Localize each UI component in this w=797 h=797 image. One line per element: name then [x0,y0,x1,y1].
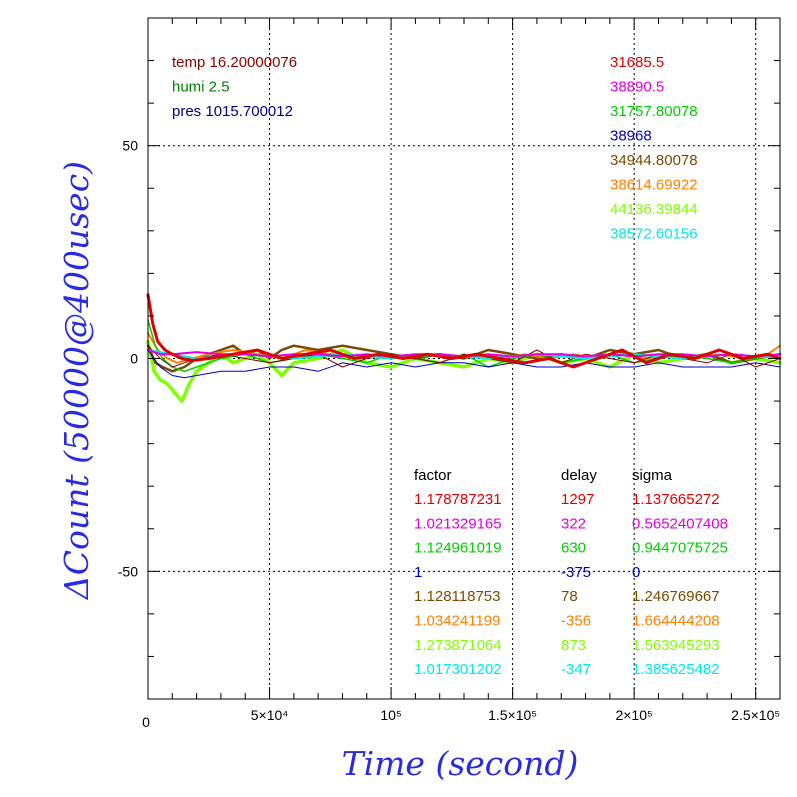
y-tick-label-2: -50 [118,563,138,579]
mean-value-3: 38968 [610,128,652,145]
mean-value-5: 38614.69922 [610,177,698,194]
mean-value-2: 31757.80078 [610,103,698,120]
x-tick-label-1: 5×10⁴ [251,707,289,723]
table-cell-delay: 322 [561,515,586,532]
y-axis-title: ΔCount (50000@400usec) [57,161,96,601]
mean-value-1: 38890.5 [610,79,664,96]
environment-label-0: temp 16.20000076 [172,54,297,71]
table-cell-factor: 1.021329165 [414,515,502,532]
series-line-8 [146,293,782,369]
table-cell-delay: 1297 [561,491,594,508]
mean-value-0: 31685.5 [610,54,664,71]
environment-annotations: temp 16.20000076 humi 2.5 pres 1015.700012 [172,54,297,120]
table-cell-factor: 1.124961019 [414,540,502,557]
table-cell-factor: 1.034241199 [414,613,500,630]
table-cell-delay: 630 [561,540,586,557]
table-cell-factor: 1.178787231 [414,491,502,508]
table-cell-sigma: 0.5652407408 [632,515,728,532]
y-tick-labels: 50 0 -50 [118,138,138,580]
table-cell-sigma: 1.246769667 [632,588,720,605]
table-header-sigma: sigma [632,467,673,484]
table-cell-factor: 1.273871064 [414,637,502,654]
table-cell-delay: -375 [561,564,591,581]
factor-table: factor delay sigma 1.178787231 1297 1.1376652… [414,467,728,678]
mean-value-6: 44136.39844 [610,201,698,218]
table-cell-factor: 1 [414,564,422,581]
x-tick-labels: 0 5×10⁴ 10⁵ 1.5×10⁵ 2×10⁵ 2.5×10⁵ [142,707,780,730]
table-cell-sigma: 1.664444208 [632,613,720,630]
table-cell-sigma: 1.385625482 [632,661,720,678]
y-tick-label-0: 50 [122,138,138,154]
x-tick-label-3: 1.5×10⁵ [488,707,537,723]
table-cell-sigma: 0.9447075725 [632,540,728,557]
table-cell-delay: 78 [561,588,578,605]
mean-values: 31685.5 38890.5 31757.80078 38968 34944.8007… [610,54,698,243]
series-line-3 [147,319,781,373]
x-tick-label-5: 2.5×10⁵ [731,707,780,723]
table-header-delay: delay [561,467,597,484]
environment-label-2: pres 1015.700012 [172,103,293,120]
table-cell-sigma: 1.137665272 [632,491,720,508]
mean-value-4: 34944.80078 [610,152,698,169]
environment-label-1: humi 2.5 [172,79,230,96]
table-cell-factor: 1.017301202 [414,661,502,678]
x-tick-label-0: 0 [142,714,150,730]
mean-value-7: 38572.60156 [610,226,698,243]
table-cell-sigma: 0 [632,564,640,581]
table-cell-delay: -356 [561,613,591,630]
tick-marks [148,18,780,699]
table-cell-sigma: 1.563945293 [632,637,720,654]
x-tick-label-4: 2×10⁵ [615,707,652,723]
y-tick-label-1: 0 [130,351,138,367]
table-cell-factor: 1.128118753 [414,588,500,605]
table-header-factor: factor [414,467,452,484]
x-tick-label-2: 10⁵ [380,707,401,723]
table-cell-delay: 873 [561,637,586,654]
series-layer [146,293,782,403]
x-axis-title: Time (second) [342,744,579,783]
table-cell-delay: -347 [561,661,591,678]
